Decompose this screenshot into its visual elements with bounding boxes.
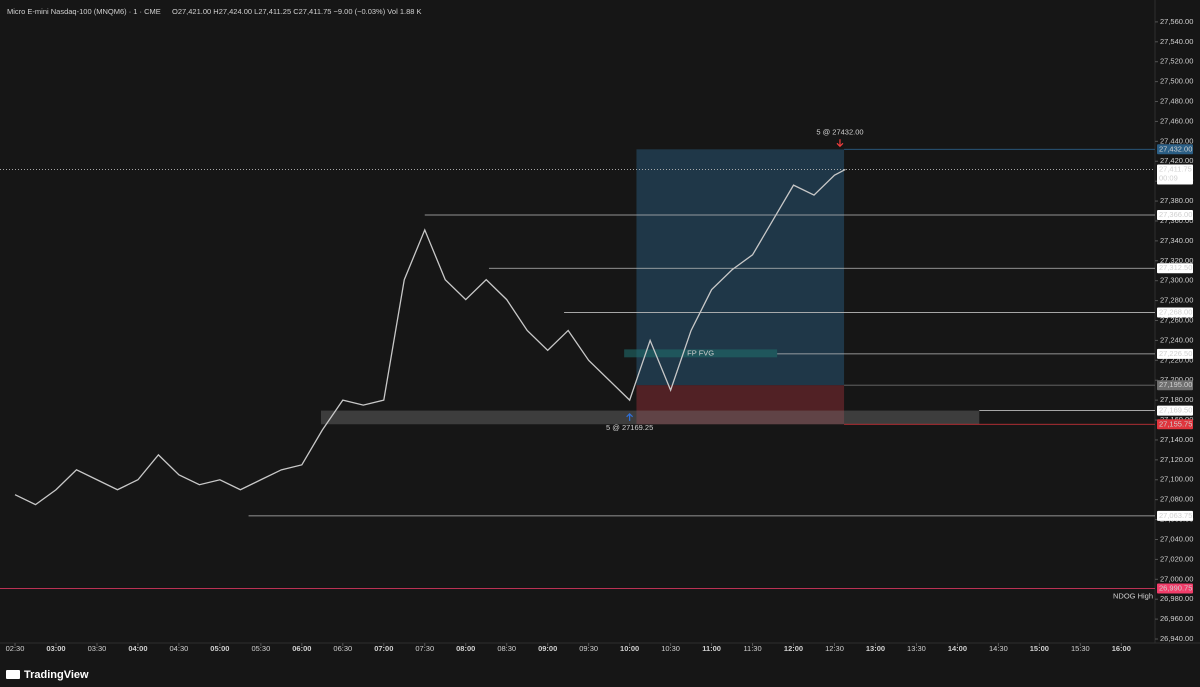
x-tick-label: 09:00	[538, 644, 557, 653]
y-tick-label: 27,280.00	[1160, 296, 1193, 305]
y-tick-label: 27,300.00	[1160, 276, 1193, 285]
x-tick-label: 13:30	[907, 644, 926, 653]
level-label: 27,195.00	[1159, 380, 1192, 389]
y-tick-label: 27,480.00	[1160, 97, 1193, 106]
level-note: NDOG High	[1113, 591, 1153, 600]
y-tick-label: 27,040.00	[1160, 534, 1193, 543]
level-label: 27,366.00	[1159, 210, 1192, 219]
y-tick-label: 27,140.00	[1160, 435, 1193, 444]
level-tag	[1157, 144, 1193, 155]
x-tick-label: 08:00	[456, 644, 475, 653]
y-tick-label: 27,120.00	[1160, 455, 1193, 464]
x-tick-label: 10:00	[620, 644, 639, 653]
x-tick-label: 02:30	[6, 644, 25, 653]
price-line	[14, 168, 846, 506]
level-label: 27,169.50	[1159, 406, 1192, 415]
chart-title: Micro E-mini Nasdaq-100 (MNQM6) · 1 · CM…	[7, 7, 161, 16]
y-tick-label: 27,200.00	[1160, 375, 1193, 384]
y-tick-label: 27,000.00	[1160, 574, 1193, 583]
level-tag	[1157, 583, 1193, 594]
x-tick-label: 10:30	[661, 644, 680, 653]
x-tick-label: 03:30	[88, 644, 107, 653]
level-label: 27,432.00	[1159, 144, 1192, 153]
y-tick-label: 27,460.00	[1160, 116, 1193, 125]
y-tick-label: 27,220.00	[1160, 355, 1193, 364]
level-tag	[1157, 510, 1193, 521]
level-label: 27,155.75	[1159, 419, 1192, 428]
x-tick-label: 11:00	[702, 644, 721, 653]
level-tag	[1157, 307, 1193, 318]
x-tick-label: 07:30	[415, 644, 434, 653]
x-tick-label: 12:00	[784, 644, 803, 653]
x-tick-label: 15:30	[1071, 644, 1090, 653]
level-tag	[1157, 209, 1193, 220]
y-tick-label: 27,260.00	[1160, 315, 1193, 324]
y-tick-label: 27,020.00	[1160, 554, 1193, 563]
level-label: 27,312.50	[1159, 263, 1192, 272]
y-tick-label: 27,340.00	[1160, 236, 1193, 245]
level-tag	[1157, 405, 1193, 416]
level-tag	[1157, 263, 1193, 274]
x-tick-label: 08:30	[497, 644, 516, 653]
trade-arrow	[626, 412, 634, 421]
x-tick-label: 03:00	[46, 644, 65, 653]
y-tick-label: 27,360.00	[1160, 216, 1193, 225]
y-tick-label: 27,180.00	[1160, 395, 1193, 404]
x-tick-label: 15:00	[1030, 644, 1049, 653]
x-tick-label: 12:30	[825, 644, 844, 653]
fvg-zone	[624, 349, 778, 358]
x-tick-label: 07:00	[374, 644, 393, 653]
y-tick-label: 26,980.00	[1160, 594, 1193, 603]
x-tick-label: 13:00	[866, 644, 885, 653]
y-tick-label: 27,420.00	[1160, 156, 1193, 165]
level-timer: 00:09	[1159, 173, 1178, 182]
y-tick-label: 27,080.00	[1160, 495, 1193, 504]
x-tick-label: 11:30	[743, 644, 761, 653]
target-zone	[636, 149, 845, 386]
y-tick-label: 27,520.00	[1160, 57, 1193, 66]
y-tick-label: 27,320.00	[1160, 256, 1193, 265]
x-tick-label: 04:30	[170, 644, 189, 653]
level-label: 26,990.75	[1159, 583, 1192, 592]
level-label: 27,268.00	[1159, 308, 1192, 317]
brand: TradingView	[24, 669, 89, 681]
x-tick-label: 06:00	[292, 644, 311, 653]
x-tick-label: 04:00	[128, 644, 147, 653]
level-tag	[1157, 419, 1193, 430]
trade-label: 5 @ 27432.00	[816, 127, 863, 136]
level-label: 27,411.75	[1159, 164, 1192, 173]
x-tick-label: 16:00	[1112, 644, 1131, 653]
level-label: 27,226.50	[1159, 349, 1192, 358]
x-tick-label: 06:30	[333, 644, 352, 653]
y-tick-label: 26,940.00	[1160, 634, 1193, 643]
level-tag	[1157, 380, 1193, 391]
y-tick-label: 27,240.00	[1160, 335, 1193, 344]
y-tick-label: 27,440.00	[1160, 136, 1193, 145]
y-tick-label: 27,540.00	[1160, 37, 1193, 46]
x-tick-label: 05:30	[251, 644, 270, 653]
trade-label: 5 @ 27169.25	[606, 423, 653, 432]
stop-zone	[636, 385, 845, 425]
x-tick-label: 14:00	[948, 644, 967, 653]
level-label: 27,063.75	[1159, 511, 1192, 520]
logo: TradingView	[6, 669, 89, 681]
y-tick-label: 27,100.00	[1160, 475, 1193, 484]
level-tag	[1157, 164, 1193, 185]
x-tick-label: 14:30	[989, 644, 1008, 653]
trade-arrow	[836, 139, 844, 148]
y-tick-label: 27,500.00	[1160, 77, 1193, 86]
x-tick-label: 05:00	[210, 644, 229, 653]
level-tag	[1157, 348, 1193, 359]
ohlc-stats: O27,421.00 H27,424.00 L27,411.25 C27,411…	[172, 7, 422, 16]
y-tick-label: 26,960.00	[1160, 614, 1193, 623]
y-tick-label: 27,560.00	[1160, 17, 1193, 26]
x-tick-label: 09:30	[579, 644, 598, 653]
fvg-label: FP FVG	[687, 348, 714, 357]
zone	[320, 410, 980, 425]
y-tick-label: 27,380.00	[1160, 196, 1193, 205]
